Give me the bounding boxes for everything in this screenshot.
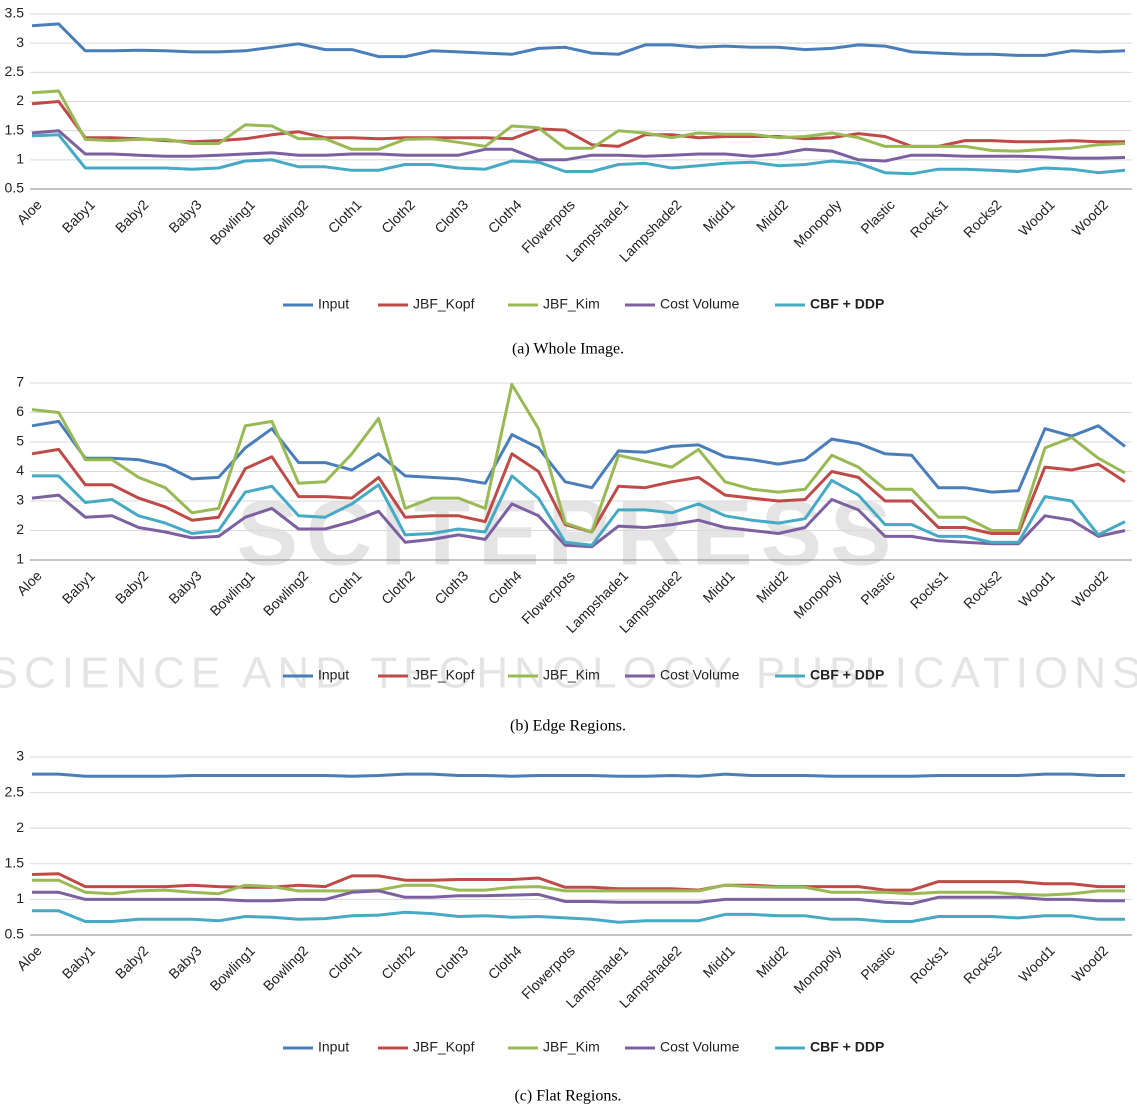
y-tick-label: 6 xyxy=(16,403,24,419)
x-tick-label: Midd2 xyxy=(753,196,791,234)
watermark: SCIENCE AND TECHNOLOGY PUBLICATIONS xyxy=(0,649,1137,698)
y-tick-label: 2 xyxy=(16,819,24,835)
legend-label: Input xyxy=(318,296,349,312)
x-tick-label: Baby1 xyxy=(59,196,99,236)
legend-label: Cost Volume xyxy=(660,296,740,312)
y-tick-label: 3 xyxy=(16,492,24,508)
caption: (c) Flat Regions. xyxy=(514,1088,621,1105)
series-line xyxy=(31,129,1126,163)
y-tick-label: 1.5 xyxy=(5,855,25,871)
x-tick-label: Wood2 xyxy=(1069,567,1112,610)
x-tick-label: Cloth3 xyxy=(431,196,471,236)
x-tick-label: Baby2 xyxy=(112,196,152,236)
x-tick-label: Baby3 xyxy=(165,196,205,236)
y-tick-label: 0.5 xyxy=(5,180,25,196)
caption: (b) Edge Regions. xyxy=(510,718,626,735)
y-tick-label: 1 xyxy=(16,151,24,167)
legend-label: JBF_Kopf xyxy=(413,1039,475,1055)
x-tick-label: Cloth1 xyxy=(325,942,365,982)
x-tick-label: Rocks2 xyxy=(960,196,1004,240)
legend-label: JBF_Kim xyxy=(543,296,600,312)
x-tick-label: Bowling2 xyxy=(260,196,312,248)
legend-label: Cost Volume xyxy=(660,667,740,683)
y-tick-label: 2 xyxy=(16,521,24,537)
x-tick-label: Cloth2 xyxy=(378,196,418,236)
series-line xyxy=(31,419,1126,494)
series-line xyxy=(32,772,1125,778)
series-line xyxy=(31,872,1125,892)
x-tick-label: Plastic xyxy=(857,942,897,982)
legend-label: CBF + DDP xyxy=(810,1039,884,1055)
caption: (a) Whole Image. xyxy=(512,341,624,358)
y-tick-label: 3 xyxy=(16,34,24,50)
legend-label: JBF_Kopf xyxy=(413,296,475,312)
x-tick-label: Wood1 xyxy=(1015,567,1058,610)
legend-label: JBF_Kim xyxy=(543,667,600,683)
legend-label: CBF + DDP xyxy=(810,667,884,683)
legend-label: JBF_Kim xyxy=(543,1039,600,1055)
y-tick-label: 3.5 xyxy=(5,5,25,21)
x-tick-label: Wood1 xyxy=(1015,942,1058,985)
x-tick-label: Wood2 xyxy=(1069,942,1112,985)
x-tick-label: Baby3 xyxy=(165,942,205,982)
x-tick-label: Bowling2 xyxy=(260,942,312,994)
y-tick-label: 1 xyxy=(16,551,24,567)
y-tick-label: 2.5 xyxy=(5,63,25,79)
series-line xyxy=(31,383,1126,534)
x-tick-label: Cloth2 xyxy=(378,942,418,982)
series-line xyxy=(31,22,1126,59)
legend-label: Input xyxy=(318,1039,349,1055)
x-tick-label: Rocks1 xyxy=(907,567,951,611)
x-tick-label: Midd1 xyxy=(700,942,738,980)
x-tick-label: Baby2 xyxy=(112,942,152,982)
legend-label: CBF + DDP xyxy=(810,296,884,312)
x-tick-label: Cloth1 xyxy=(325,196,365,236)
x-tick-label: Cloth4 xyxy=(485,196,525,236)
x-tick-label: Plastic xyxy=(857,196,897,236)
x-tick-label: Baby1 xyxy=(59,942,99,982)
x-tick-label: Midd2 xyxy=(753,942,791,980)
legend-label: Cost Volume xyxy=(660,1039,740,1055)
x-tick-label: Aloe xyxy=(14,196,45,227)
x-tick-label: Baby3 xyxy=(165,567,205,607)
x-tick-label: Cloth3 xyxy=(431,942,471,982)
x-tick-label: Wood1 xyxy=(1015,196,1058,239)
y-tick-label: 2.5 xyxy=(5,783,25,799)
x-tick-label: Baby2 xyxy=(112,567,152,607)
series-line xyxy=(31,493,1126,549)
x-tick-label: Monopoly xyxy=(790,196,844,250)
y-tick-label: 3 xyxy=(16,748,24,764)
y-tick-label: 0.5 xyxy=(5,926,25,942)
x-tick-label: Baby1 xyxy=(59,567,99,607)
series-line xyxy=(32,474,1126,547)
x-tick-label: Monopoly xyxy=(790,942,844,996)
legend-label: JBF_Kopf xyxy=(413,667,475,683)
y-tick-label: 1.5 xyxy=(5,121,25,137)
x-tick-label: Aloe xyxy=(14,567,45,598)
series-line xyxy=(31,100,1125,148)
x-tick-label: Wood2 xyxy=(1069,196,1112,239)
x-tick-label: Bowling1 xyxy=(207,942,259,994)
y-tick-label: 7 xyxy=(16,374,24,390)
series-line xyxy=(32,878,1125,897)
x-tick-label: Rocks2 xyxy=(960,567,1004,611)
y-tick-label: 5 xyxy=(16,433,24,449)
series-line xyxy=(32,889,1125,906)
series-line xyxy=(31,89,1126,153)
legend-label: Input xyxy=(318,667,349,683)
series-line xyxy=(32,909,1125,924)
x-tick-label: Bowling1 xyxy=(207,567,259,619)
y-tick-label: 2 xyxy=(16,92,24,108)
x-tick-label: Midd1 xyxy=(700,196,738,234)
x-tick-label: Rocks2 xyxy=(960,942,1004,986)
x-tick-label: Rocks1 xyxy=(907,942,951,986)
y-tick-label: 4 xyxy=(16,462,24,478)
x-tick-label: Cloth4 xyxy=(485,942,525,982)
x-tick-label: Rocks1 xyxy=(907,196,951,240)
x-tick-label: Aloe xyxy=(14,942,45,973)
x-tick-label: Bowling1 xyxy=(207,196,259,248)
y-tick-label: 1 xyxy=(16,890,24,906)
series-line xyxy=(31,133,1126,176)
